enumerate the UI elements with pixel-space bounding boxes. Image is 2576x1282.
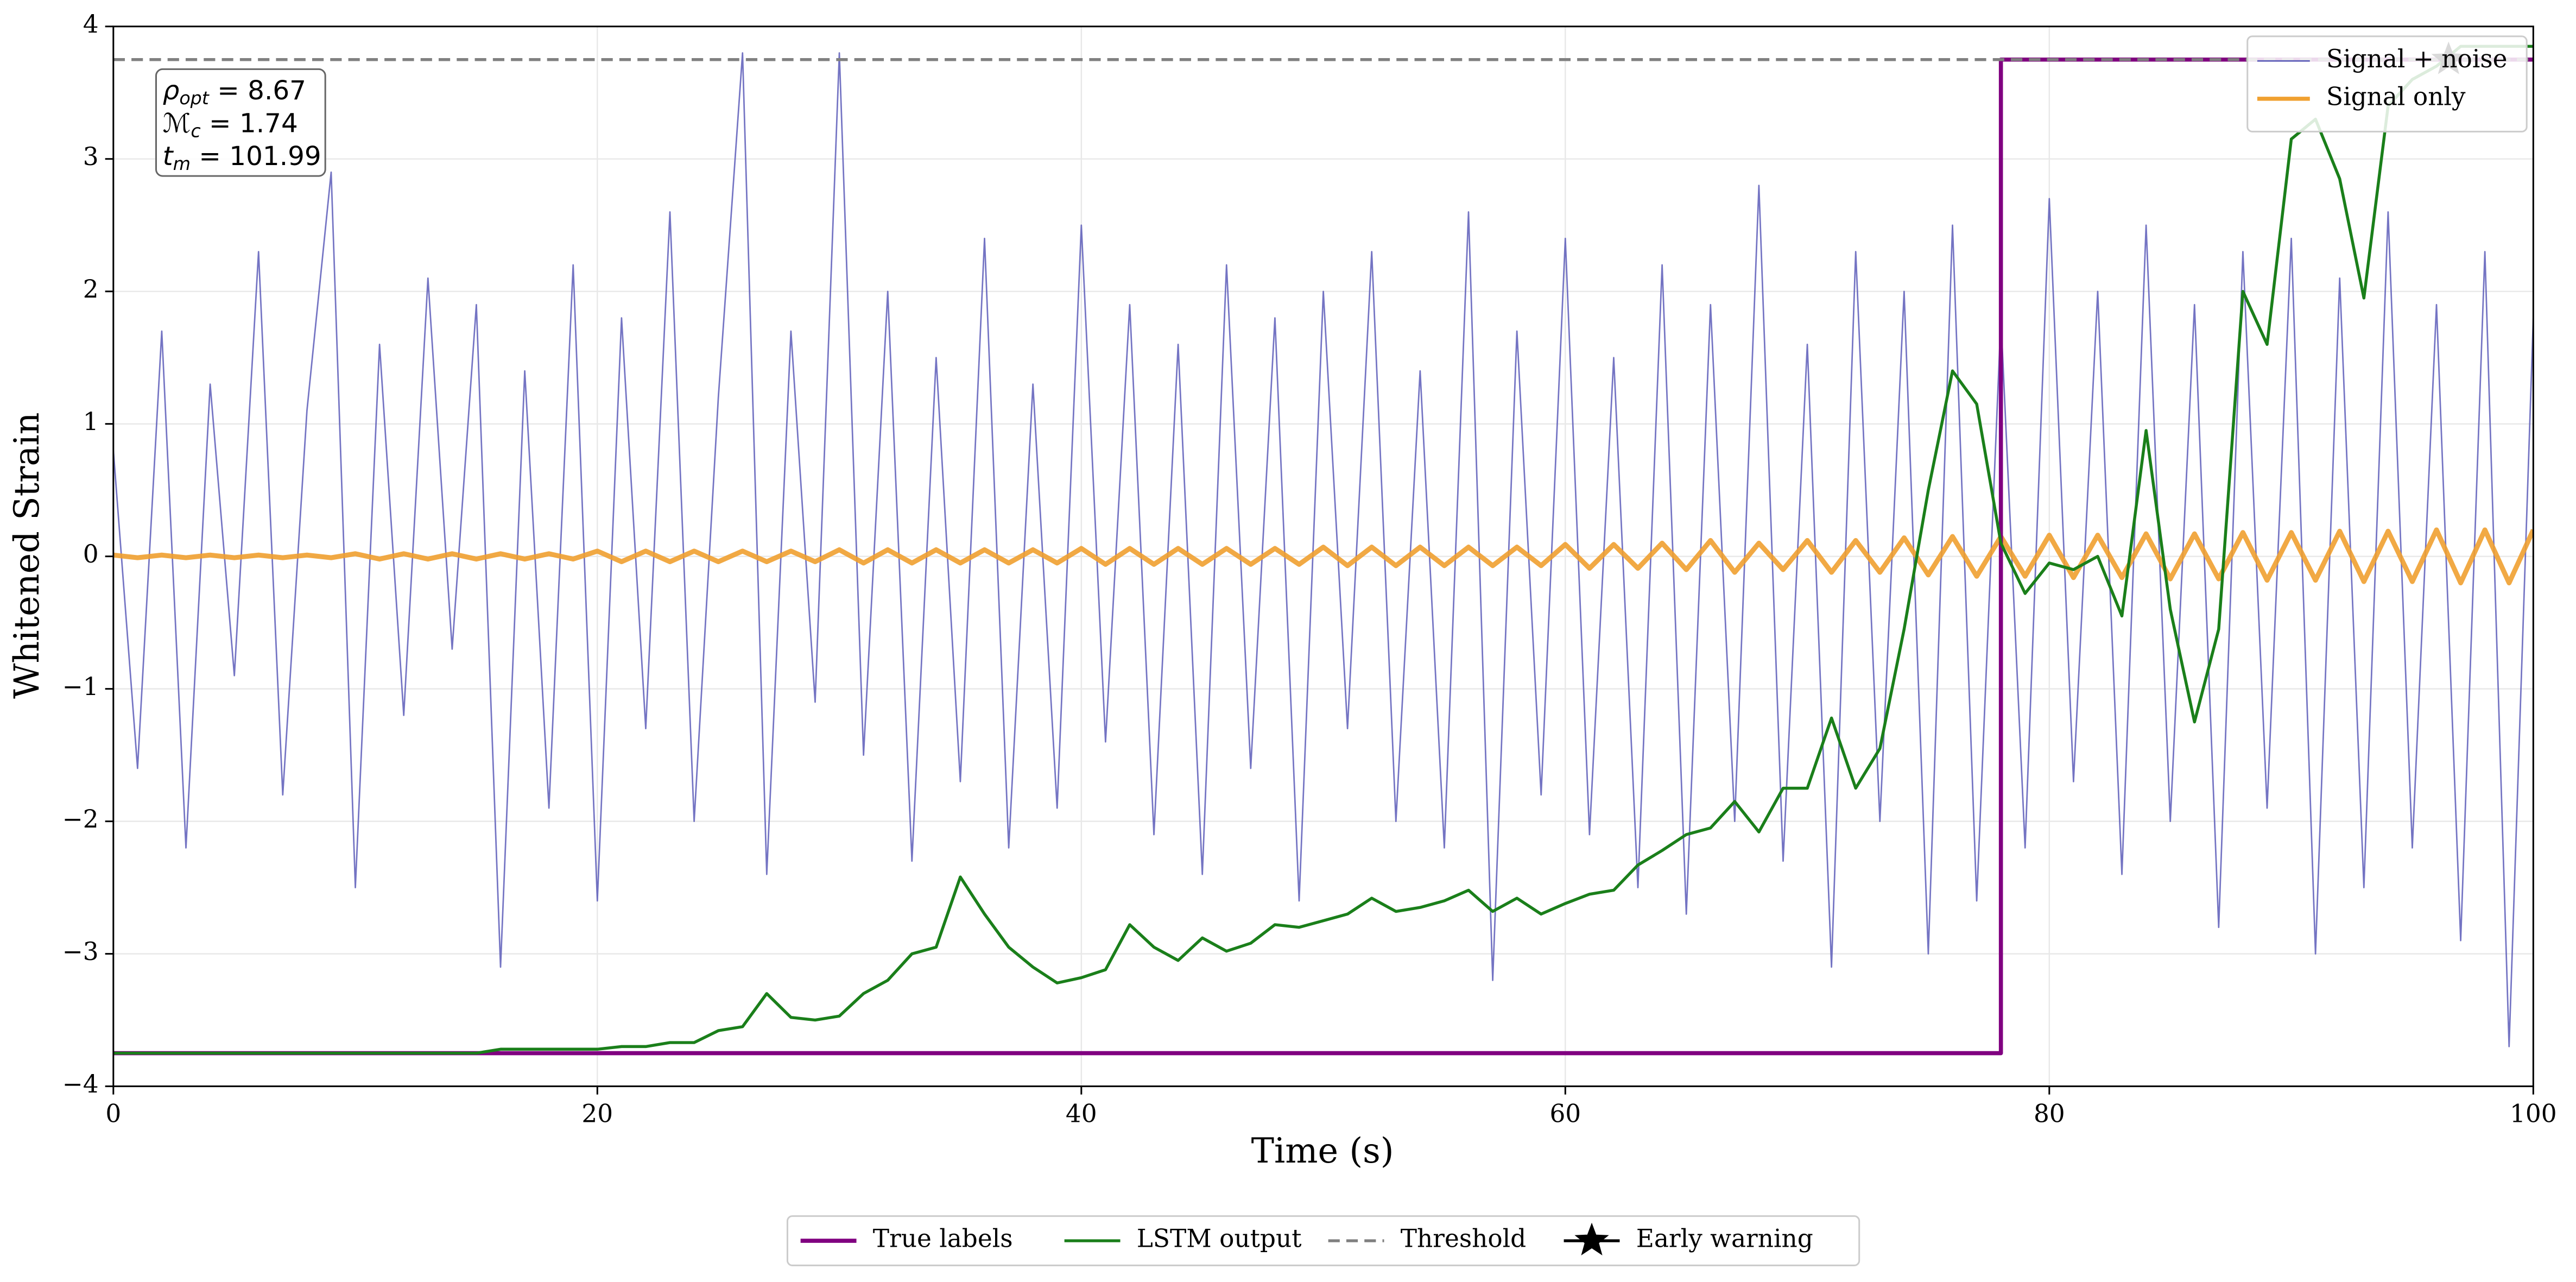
x-tick-label: 60: [1549, 1100, 1581, 1128]
annotation-subscript: opt: [179, 87, 210, 108]
annotation-value: = 8.67: [209, 75, 306, 106]
legend-label: True labels: [873, 1224, 1013, 1253]
annotation-text: ρopt = 8.67: [163, 75, 306, 109]
annotation-symbol: ρ: [163, 75, 180, 106]
y-tick-label: 0: [83, 540, 99, 569]
y-tick-label: 3: [83, 142, 99, 171]
annotation-value: = 1.74: [201, 108, 298, 138]
legend-label: Signal only: [2326, 82, 2466, 111]
legend: True labels LSTM output Threshold Early war…: [786, 1215, 1860, 1266]
y-tick-label: 1: [83, 407, 99, 436]
legend-label: Signal + noise: [2326, 45, 2508, 73]
legend-marker: [1574, 1222, 1609, 1255]
x-axis-label: Time (s): [1251, 1131, 1394, 1171]
y-tick-label: −4: [62, 1070, 99, 1098]
legend-label: LSTM output: [1137, 1224, 1302, 1253]
annotation-text: tm = 101.99: [163, 141, 321, 174]
legend-frame: [2246, 35, 2528, 132]
annotation-frame: [155, 68, 326, 177]
y-tick-label: 2: [83, 275, 99, 304]
y-tick-label: −2: [62, 805, 99, 833]
annotation-symbol: ℳ: [163, 108, 191, 138]
annotation-text: ℳc = 1.74: [163, 108, 298, 141]
legend-label: Early warning: [1636, 1224, 1813, 1253]
series-line: [113, 45, 2534, 1055]
annotation-subscript: m: [173, 153, 191, 174]
x-tick-label: 80: [2034, 1100, 2065, 1128]
legend: Signal + noise Signal only: [2246, 35, 2528, 132]
x-tick-label: 100: [2510, 1100, 2557, 1128]
x-tick-label: 0: [105, 1100, 121, 1128]
legend-label: Threshold: [1401, 1224, 1526, 1253]
y-tick-label: −3: [62, 937, 99, 966]
annotation-value: = 101.99: [191, 141, 321, 172]
y-tick-label: −1: [62, 672, 99, 701]
x-tick-label: 40: [1066, 1100, 1097, 1128]
x-tick-label: 20: [581, 1100, 613, 1128]
series-line: [113, 52, 2534, 1047]
y-axis-label: Whitened Strain: [7, 412, 47, 699]
plot-frame: [112, 26, 2534, 1088]
annotation-subscript: c: [191, 120, 200, 141]
y-tick-label: 4: [83, 10, 99, 39]
annotation-symbol: t: [163, 141, 174, 172]
